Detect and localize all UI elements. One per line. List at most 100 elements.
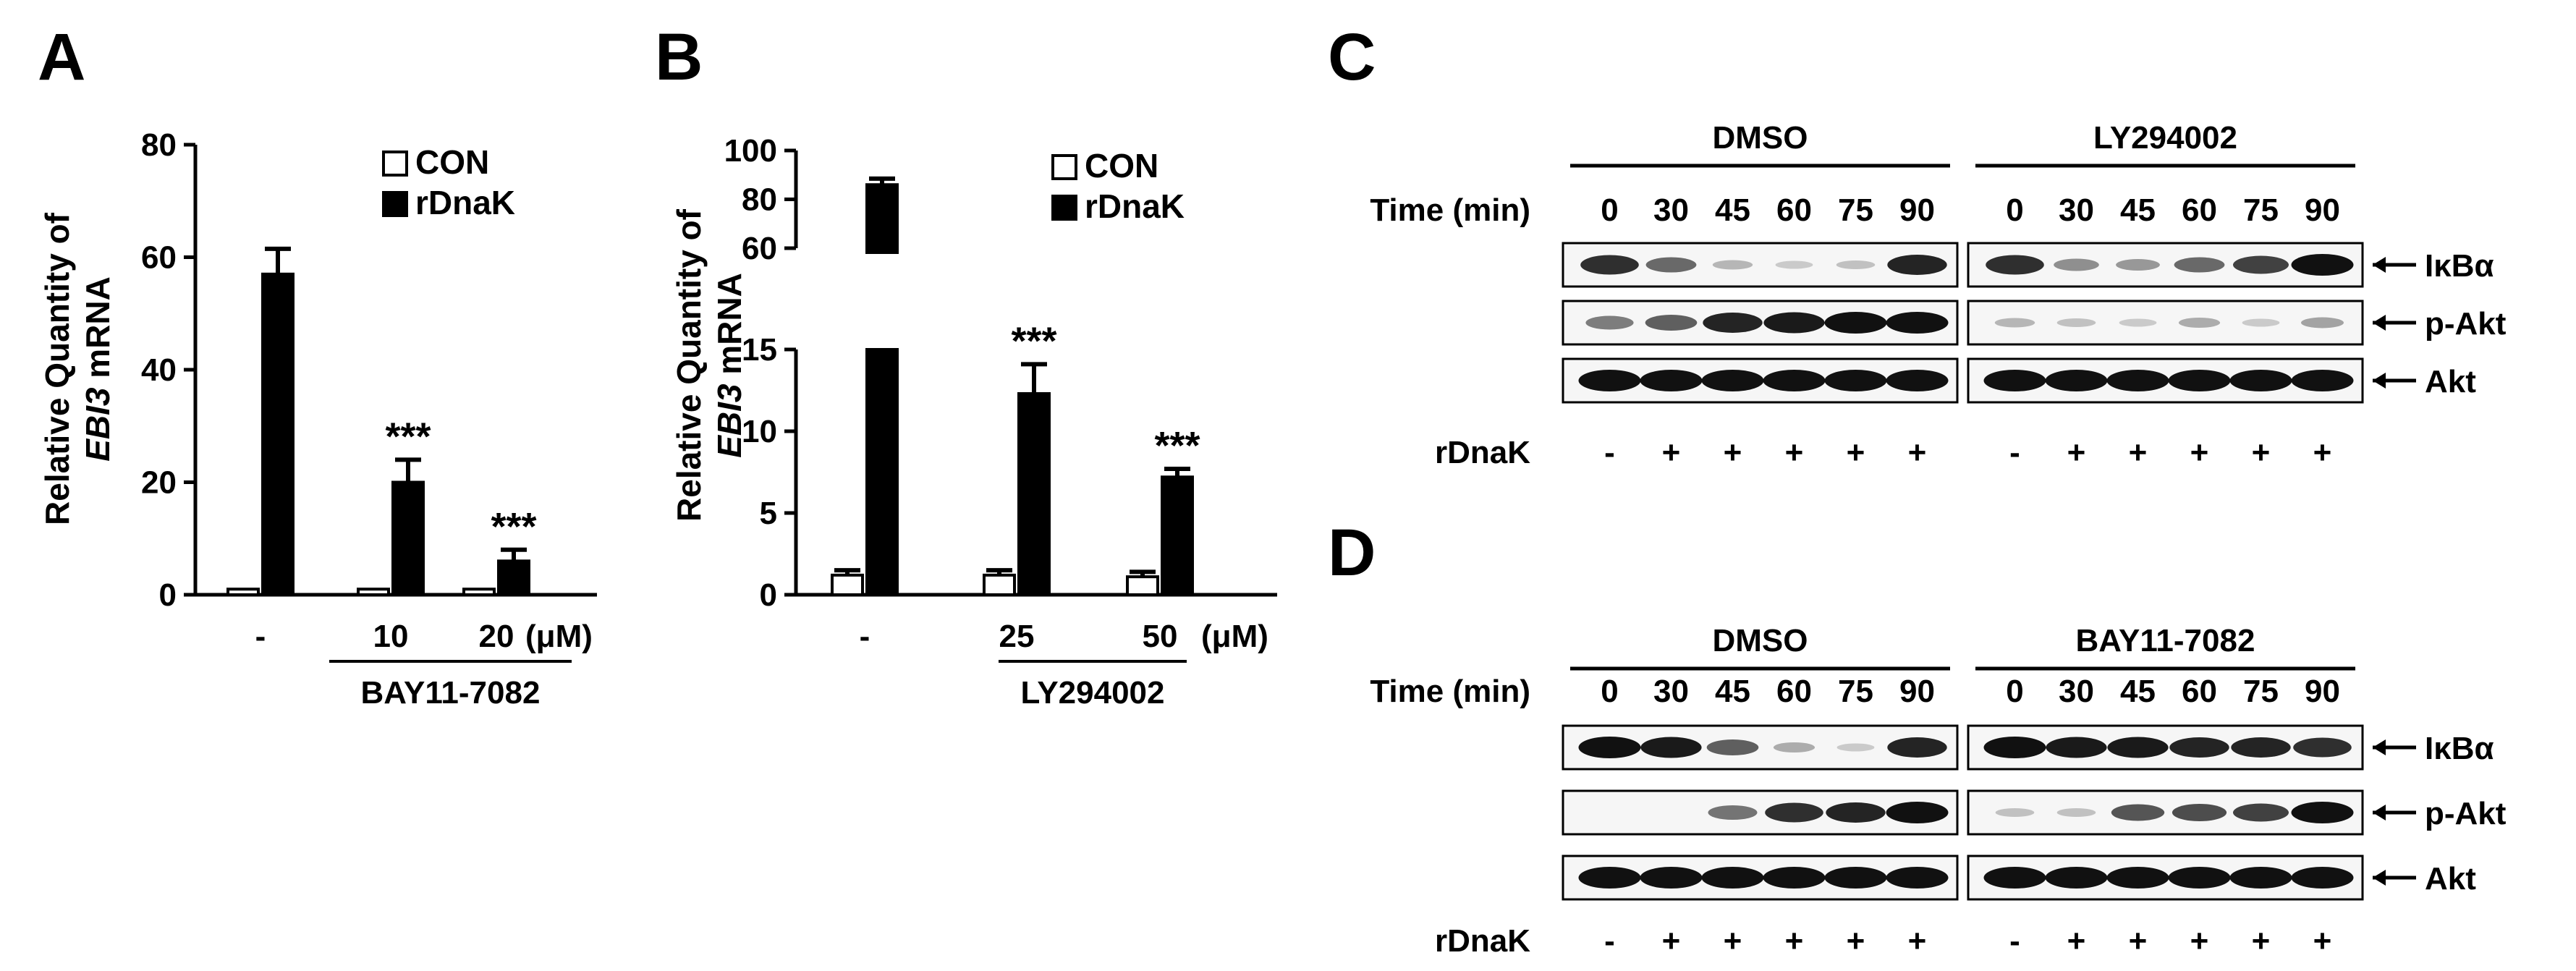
arrow-icon-0: [2373, 257, 2386, 273]
band-1-1-2: [2119, 318, 2157, 327]
bar-con-0: [226, 588, 260, 596]
time-label-0-1: 30: [1653, 674, 1689, 709]
band-1-0-5: [1886, 802, 1949, 823]
panel-letter-d: D: [1328, 516, 1376, 590]
time-label-0-3: 60: [1776, 192, 1812, 228]
time-label-1-5: 90: [2305, 674, 2340, 709]
rdnak-sign-1-0: -: [2009, 923, 2020, 959]
band-0-0-4: [1836, 260, 1876, 269]
bar-chart-b: 60 80 100 0 5 10 15 - *** 25 *** 50 (μM) LY294002 CONr…: [670, 133, 1277, 711]
panel-letter-c: C: [1328, 20, 1376, 94]
band-2-1-0: [1983, 867, 2046, 889]
rdnak-sign-0-3: +: [1785, 923, 1804, 959]
bar-con-1: [983, 573, 1016, 597]
band-0-1-2: [2107, 737, 2169, 758]
time-label-0-0: 0: [1601, 192, 1618, 228]
band-1-1-2: [2111, 804, 2165, 821]
unit-label: (μM): [1201, 619, 1268, 654]
rdnak-sign-0-2: +: [1724, 435, 1742, 470]
bar-rdnak-1: [391, 480, 425, 596]
band-0-1-3: [2174, 257, 2225, 273]
rdnak-sign-1-0: -: [2009, 435, 2020, 470]
rdnak-sign-1-3: +: [2190, 435, 2209, 470]
band-1-0-0: [1585, 315, 1634, 330]
arrow-icon-2: [2373, 373, 2386, 389]
band-0-1-0: [1986, 255, 2044, 275]
unit-label: (μM): [525, 619, 593, 654]
time-label-1-3: 60: [2182, 674, 2217, 709]
legend-swatch-rdnak: [1051, 195, 1077, 221]
category-label-2: 50: [1143, 619, 1178, 654]
band-2-0-0: [1578, 370, 1641, 391]
time-label-0-2: 45: [1715, 192, 1750, 228]
group-label: BAY11-7082: [361, 675, 541, 711]
time-label-0-1: 30: [1653, 192, 1689, 228]
time-label-1-3: 60: [2182, 192, 2217, 228]
band-2-1-3: [2168, 867, 2231, 889]
band-2-0-4: [1824, 370, 1887, 391]
band-1-0-5: [1886, 312, 1949, 334]
band-1-0-1: [1645, 315, 1698, 331]
group-label: LY294002: [1020, 675, 1164, 711]
band-2-0-0: [1578, 867, 1641, 889]
band-1-1-0: [1994, 318, 2035, 328]
y-tick-upper-label-0: 60: [742, 231, 777, 266]
band-1-0-4: [1826, 802, 1886, 823]
band-0-0-3: [1773, 742, 1816, 752]
category-label-1: 25: [999, 619, 1035, 654]
rdnak-sign-1-5: +: [2313, 923, 2332, 959]
band-0-1-5: [2291, 254, 2354, 276]
rdnak-axis-label: rDnaK: [1435, 923, 1530, 959]
significance-mark-2: ***: [1154, 424, 1200, 467]
band-1-0-3: [1763, 312, 1825, 334]
rdnak-axis-label: rDnaK: [1435, 435, 1530, 470]
band-0-0-5: [1887, 255, 1947, 275]
legend-label-con: CON: [415, 143, 489, 181]
protein-label-2: Akt: [2425, 861, 2476, 896]
band-1-0-3: [1765, 802, 1823, 823]
arrow-icon-0: [2373, 739, 2386, 755]
band-0-1-3: [2169, 737, 2229, 758]
band-1-1-5: [2291, 802, 2354, 823]
rdnak-sign-0-4: +: [1847, 923, 1865, 959]
time-label-0-0: 0: [1601, 674, 1618, 709]
band-2-1-4: [2229, 867, 2292, 889]
band-0-0-0: [1578, 737, 1641, 758]
band-1-0-2: [1708, 805, 1758, 820]
time-axis-label: Time (min): [1370, 674, 1530, 709]
band-1-1-1: [2056, 318, 2096, 327]
treatment-label-0: DMSO: [1713, 623, 1808, 658]
rdnak-sign-0-3: +: [1785, 435, 1804, 470]
band-2-1-5: [2291, 867, 2354, 889]
band-2-0-1: [1640, 370, 1703, 391]
rdnak-sign-1-2: +: [2129, 923, 2148, 959]
band-2-0-2: [1701, 867, 1764, 889]
time-label-0-4: 75: [1838, 674, 1873, 709]
y-tick-upper-label-1: 80: [742, 182, 777, 218]
band-0-0-5: [1887, 737, 1947, 758]
western-blot-d: DMSO 0 - 30 +45 +60 +75 +90 + BAY11-7082 0 - 30 +45 +6…: [1370, 623, 2506, 959]
band-1-1-5: [2301, 317, 2344, 328]
significance-mark-2: ***: [491, 505, 536, 548]
legend-swatch-con: [382, 150, 408, 177]
legend-label-con: CON: [1085, 147, 1158, 185]
bar-con-2: [1126, 575, 1159, 597]
protein-label-0: IκBα: [2425, 248, 2494, 284]
rdnak-sign-0-1: +: [1662, 435, 1681, 470]
band-0-0-1: [1640, 737, 1702, 758]
time-label-1-2: 45: [2120, 192, 2156, 228]
band-2-1-0: [1983, 370, 2046, 391]
time-label-0-4: 75: [1838, 192, 1873, 228]
significance-mark-1: ***: [385, 415, 431, 458]
band-1-1-4: [2242, 318, 2280, 327]
rdnak-sign-0-5: +: [1908, 923, 1927, 959]
panel-letter-a: A: [38, 20, 85, 94]
band-2-0-4: [1824, 867, 1887, 889]
y-tick-lower-label-3: 15: [742, 332, 777, 368]
legend-swatch-rdnak: [382, 191, 408, 217]
category-label-1: 10: [373, 619, 409, 654]
time-label-1-0: 0: [2006, 192, 2023, 228]
y-tick-label-0: 0: [159, 577, 177, 613]
band-0-0-2: [1712, 260, 1753, 270]
band-2-1-2: [2106, 370, 2169, 391]
